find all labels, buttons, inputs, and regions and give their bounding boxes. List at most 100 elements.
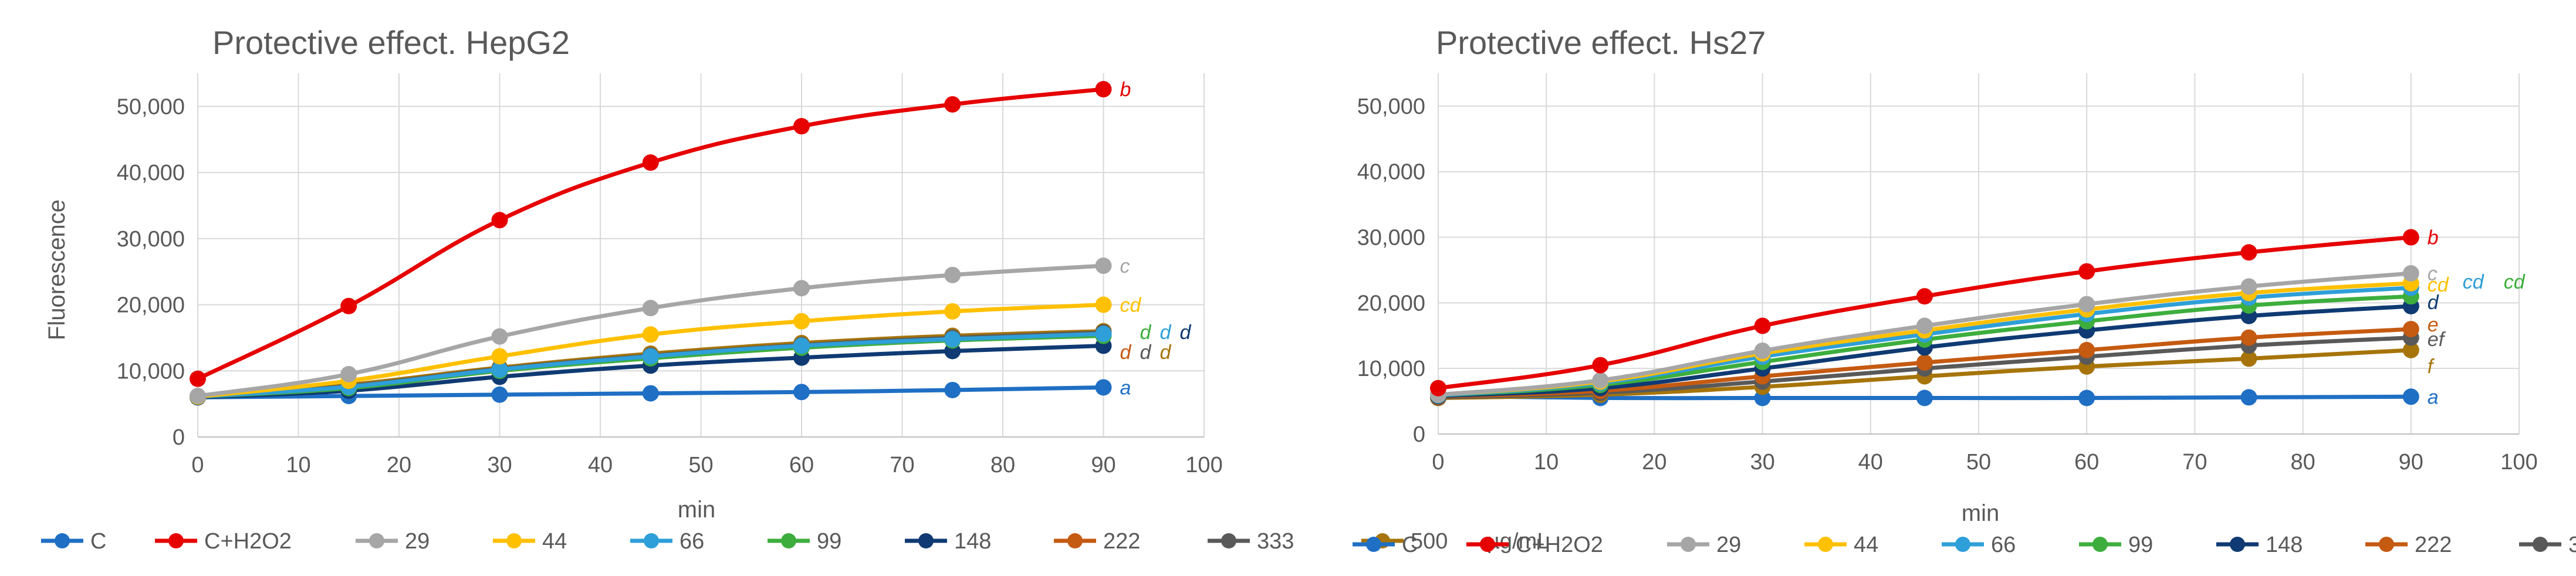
legend-item-148: 148: [2216, 533, 2303, 557]
legend-unit: µg/mL: [1487, 529, 1549, 554]
y-tick-label: 40,000: [1357, 160, 1425, 185]
significance-letter: c: [2428, 263, 2438, 285]
significance-letter: d: [1140, 321, 1152, 344]
x-tick-label: 80: [990, 453, 1015, 477]
legend-marker: [644, 533, 659, 548]
legend-item-333: 333: [2519, 533, 2576, 557]
legend-marker: [1955, 537, 1970, 552]
legend-item-222: 222: [2365, 533, 2452, 557]
x-tick-label: 30: [1750, 450, 1774, 475]
data-point: [1592, 357, 1609, 374]
legend-marker: [1067, 533, 1083, 548]
data-point: [642, 154, 659, 171]
legend-item-66: 66: [630, 529, 704, 554]
legend-item-29: 29: [356, 529, 430, 554]
significance-letter: d: [1160, 341, 1172, 364]
significance-letter: d: [1140, 341, 1152, 364]
legend-item-99: 99: [768, 529, 841, 554]
data-point: [2078, 341, 2095, 358]
significance-letter: cd: [1120, 294, 1142, 317]
chart-hs27: Protective effect. Hs27 min 0 10,000 20,00…: [1353, 24, 2576, 557]
x-tick-label: 90: [1091, 453, 1115, 477]
y-tick-label: 40,000: [117, 161, 185, 185]
data-point: [190, 370, 206, 387]
legend-label: 148: [954, 529, 991, 554]
legend-marker: [2379, 537, 2394, 552]
data-point: [944, 331, 961, 348]
data-point: [642, 348, 659, 365]
legend-item-66: 66: [1942, 533, 2016, 557]
data-point: [944, 96, 961, 113]
legend-marker: [2230, 537, 2245, 552]
data-point: [340, 365, 357, 382]
data-point: [793, 313, 810, 330]
data-point: [1095, 296, 1112, 313]
legend-item-222: 222: [1054, 529, 1140, 554]
x-tick-label: 70: [2182, 450, 2207, 475]
legend-item-C: C: [1353, 533, 1418, 557]
data-point: [1095, 257, 1112, 275]
x-tick-label: 70: [890, 453, 914, 477]
data-point: [1916, 317, 1933, 334]
data-point: [2078, 296, 2095, 313]
series-C+H2O2: [190, 81, 1112, 387]
data-point: [642, 326, 659, 343]
x-tick-label: 60: [789, 453, 814, 477]
legend-label: 66: [680, 529, 704, 554]
legend-label: 29: [405, 529, 430, 554]
legend-marker: [1681, 537, 1696, 552]
legend-label: 44: [1854, 533, 1878, 557]
data-point: [491, 328, 508, 345]
legend-item-44: 44: [493, 529, 567, 554]
data-point: [2240, 350, 2257, 367]
legend-marker: [1366, 537, 1381, 552]
legend-item-C: C: [41, 529, 106, 554]
x-tick-label: 40: [588, 453, 613, 477]
x-tick-label: 10: [1534, 450, 1559, 475]
significance-letter: cd: [2428, 274, 2449, 296]
x-tick-label: 100: [1185, 453, 1222, 477]
x-tick-label: 100: [2500, 450, 2537, 475]
y-tick-label: 20,000: [1357, 291, 1425, 316]
significance-letter: d: [1120, 341, 1132, 364]
legend-label: 333: [2568, 533, 2576, 557]
series-group: [190, 81, 1112, 406]
series-C+H2O2: [1430, 229, 2419, 397]
legend-label: 99: [817, 529, 841, 554]
data-point: [491, 361, 508, 378]
legend-label: 99: [2128, 533, 2153, 557]
significance-letter: cd: [2463, 271, 2484, 293]
data-point: [642, 300, 659, 317]
x-tick-labels: 0 10 20 30 40 50 60 70 80 90 100: [191, 453, 1222, 477]
data-point: [793, 118, 810, 135]
data-point: [1430, 380, 1446, 397]
data-point: [491, 212, 508, 229]
significance-letter: d: [1180, 321, 1192, 344]
data-point: [1592, 372, 1609, 389]
data-point: [2402, 229, 2419, 246]
legend-label: 222: [2415, 533, 2452, 557]
y-tick-label: 10,000: [117, 359, 185, 384]
x-tick-labels: 0 10 20 30 40 50 60 70 80 90 100: [1432, 450, 2537, 475]
legend-item-29: 29: [1667, 533, 1741, 557]
data-point: [1916, 389, 1933, 406]
legend-label: 66: [1991, 533, 2016, 557]
y-tick-label: 50,000: [117, 94, 185, 119]
y-tick-label: 0: [1413, 422, 1425, 447]
x-tick-label: 10: [286, 453, 310, 477]
data-point: [793, 384, 810, 401]
data-point: [1754, 342, 1771, 359]
data-point: [944, 266, 961, 283]
data-point: [2078, 389, 2095, 406]
legend-label: C+H2O2: [1516, 533, 1603, 557]
legend-label: 500: [1411, 529, 1448, 554]
legend-label: 44: [542, 529, 567, 554]
legend-marker: [918, 533, 934, 548]
data-point: [1916, 288, 1933, 305]
legend-label: 148: [2266, 533, 2303, 557]
data-point: [1095, 81, 1112, 98]
